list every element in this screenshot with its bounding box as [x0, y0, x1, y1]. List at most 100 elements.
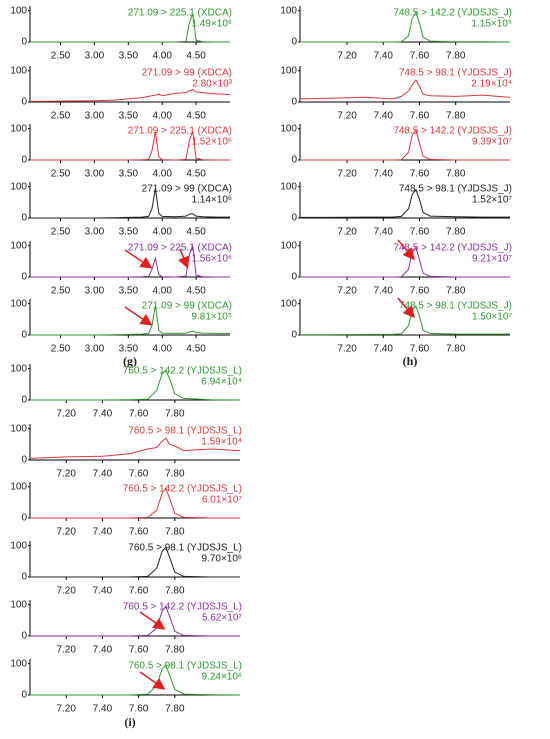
x-tick-label: 7.40: [374, 227, 394, 238]
x-tick-label: 3.50: [119, 51, 139, 62]
x-tick-label: 7.40: [374, 51, 394, 62]
x-tick-label: 7.60: [129, 586, 149, 597]
intensity: 2.80×10³: [192, 79, 232, 90]
x-tick-label: 2.50: [51, 111, 71, 122]
x-tick-label: 7.80: [165, 409, 185, 420]
ion-title: 748.5 > 98.1 (YJDSJS_J): [399, 184, 512, 195]
ion-title: 271.09 > 225.1 (XDCA): [128, 243, 232, 254]
trace: [300, 11, 511, 43]
ion-title: 760.5 > 142.2 (YJDSJS_L): [123, 366, 242, 377]
x-tick-label: 7.80: [165, 469, 185, 480]
x-tick-label: 3.50: [119, 344, 139, 355]
y-tick-label: 100: [10, 363, 27, 374]
ion-title: 760.5 > 98.1 (YJDSJS_L): [128, 543, 242, 554]
x-tick-label: 7.40: [93, 527, 113, 538]
x-tick-label: 7.40: [374, 169, 394, 180]
x-tick-label: 4.50: [186, 111, 206, 122]
x-tick-label: 7.80: [165, 586, 185, 597]
x-tick-label: 4.50: [186, 51, 206, 62]
x-tick-label: 7.20: [337, 111, 357, 122]
y-tick-label: 100: [10, 658, 27, 669]
intensity: 1.59×10⁴: [201, 437, 242, 448]
x-tick-label: 7.60: [129, 704, 149, 715]
x-tick-label: 7.60: [129, 409, 149, 420]
ion-title: 748.5 > 142.2 (YJDSJS_J): [393, 243, 512, 254]
y-tick-label: 0: [21, 572, 27, 583]
y-tick-label: 0: [291, 97, 297, 108]
y-tick-label: 100: [10, 481, 27, 492]
intensity: 1.56×10⁶: [191, 254, 232, 265]
trace: [30, 664, 241, 696]
x-tick-label: 2.50: [51, 286, 71, 297]
trace: [30, 131, 230, 161]
x-tick-label: 4.50: [186, 169, 206, 180]
x-tick-label: 4.00: [152, 111, 172, 122]
trace: [300, 129, 510, 161]
intensity: 1.52×10⁷: [472, 195, 512, 206]
x-tick-label: 7.20: [337, 344, 357, 355]
trace: [30, 546, 240, 578]
trace: [30, 487, 240, 519]
y-tick-label: 100: [280, 123, 297, 134]
ion-title: 748.5 > 142.2 (YJDSJS_J): [393, 8, 512, 19]
y-tick-label: 0: [21, 97, 27, 108]
x-tick-label: 2.50: [51, 227, 71, 238]
trace: [29, 437, 241, 459]
x-tick-label: 7.60: [410, 111, 430, 122]
x-tick-label: 7.60: [129, 645, 149, 656]
y-tick-label: 0: [21, 330, 27, 341]
ion-title: 748.5 > 98.1 (YJDSJS_J): [399, 301, 512, 312]
ion-title: 760.5 > 142.2 (YJDSJS_L): [123, 484, 242, 495]
x-tick-label: 7.60: [410, 286, 430, 297]
y-tick-label: 0: [21, 37, 27, 48]
y-tick-label: 100: [280, 65, 297, 76]
ion-title: 760.5 > 98.1 (YJDSJS_L): [128, 426, 242, 437]
x-tick-label: 7.60: [410, 51, 430, 62]
y-tick-label: 0: [291, 155, 297, 166]
x-tick-label: 4.50: [186, 227, 206, 238]
x-tick-label: 7.40: [374, 286, 394, 297]
x-tick-label: 3.00: [85, 51, 105, 62]
annotation-arrow: [178, 248, 190, 269]
x-tick-label: 7.60: [410, 344, 430, 355]
x-tick-label: 7.80: [165, 527, 185, 538]
intensity: 1.15×10⁵: [471, 19, 512, 30]
trace: [299, 79, 511, 100]
x-tick-label: 7.40: [93, 469, 113, 480]
y-tick-label: 100: [10, 181, 27, 192]
x-tick-label: 3.50: [119, 169, 139, 180]
panel-label: (h): [403, 354, 418, 368]
x-tick-label: 7.20: [56, 527, 76, 538]
ion-title: 271.09 > 99 (XDCA): [142, 68, 232, 79]
x-tick-label: 7.40: [374, 344, 394, 355]
x-tick-label: 3.50: [119, 227, 139, 238]
ion-title: 748.5 > 98.1 (YJDSJS_J): [399, 68, 512, 79]
x-tick-label: 3.00: [85, 111, 105, 122]
annotation-arrow: [124, 249, 153, 269]
annotation-arrow: [397, 239, 415, 261]
trace: [30, 188, 230, 219]
x-tick-label: 3.50: [119, 111, 139, 122]
panel-label: (i): [124, 715, 135, 729]
intensity: 6.01×10⁷: [202, 495, 242, 506]
x-tick-label: 7.40: [93, 409, 113, 420]
y-tick-label: 100: [10, 540, 27, 551]
x-tick-label: 7.80: [446, 111, 466, 122]
intensity: 6.94×10⁴: [201, 377, 242, 388]
x-tick-label: 4.50: [186, 344, 206, 355]
x-tick-label: 3.00: [85, 344, 105, 355]
y-tick-label: 100: [280, 5, 297, 16]
y-tick-label: 0: [21, 631, 27, 642]
intensity: 2.19×10⁴: [471, 79, 512, 90]
ion-title: 760.5 > 98.1 (YJDSJS_L): [128, 661, 242, 672]
y-tick-label: 100: [10, 599, 27, 610]
x-tick-label: 7.20: [56, 704, 76, 715]
ion-title: 748.5 > 142.2 (YJDSJS_J): [393, 126, 512, 137]
x-tick-label: 7.40: [93, 586, 113, 597]
x-tick-label: 4.00: [152, 169, 172, 180]
intensity: 1.50×10⁷: [472, 312, 512, 323]
y-tick-label: 0: [291, 330, 297, 341]
x-tick-label: 7.80: [165, 645, 185, 656]
x-tick-label: 4.00: [152, 344, 172, 355]
y-tick-label: 100: [10, 423, 27, 434]
